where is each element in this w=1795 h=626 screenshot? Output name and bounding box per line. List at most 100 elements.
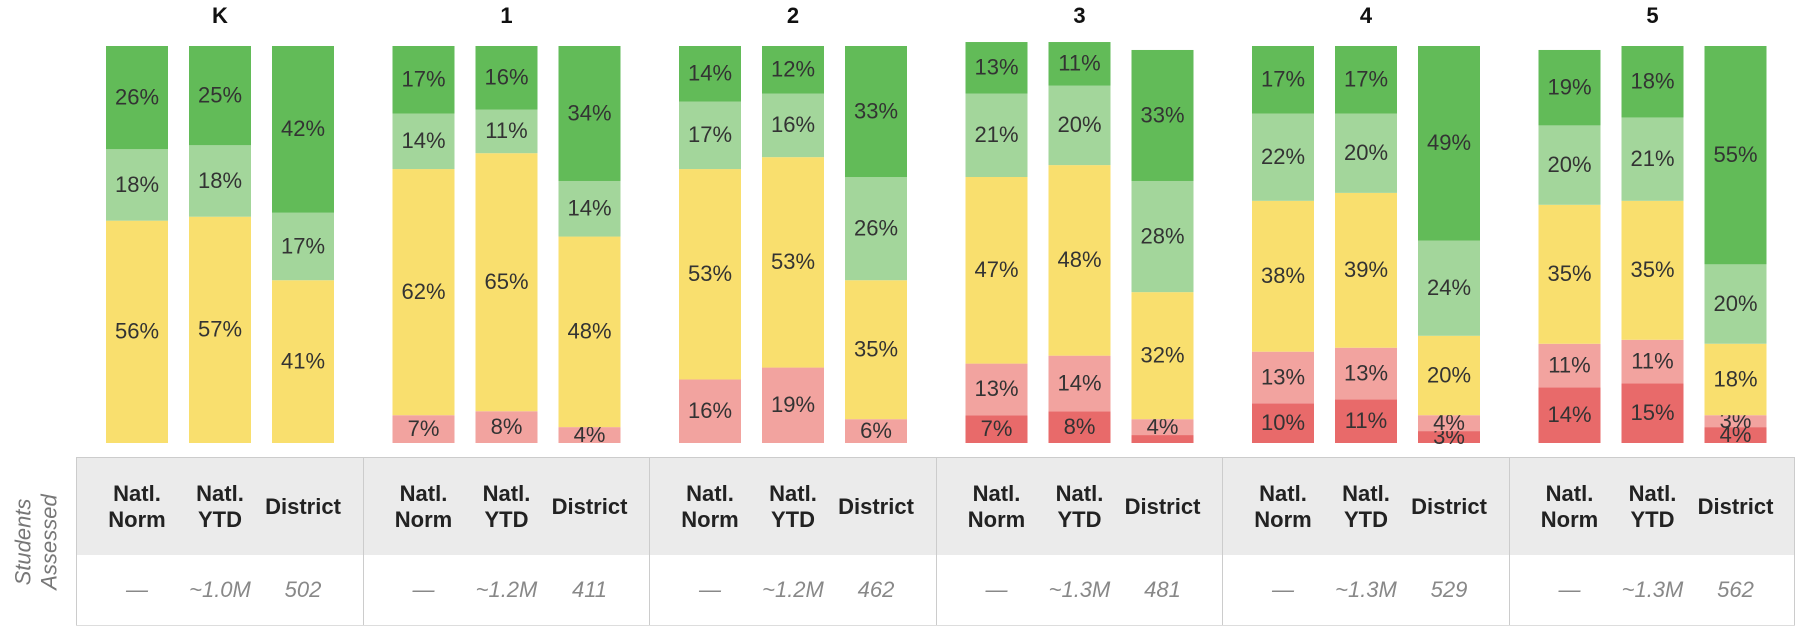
data-label: 65% (484, 269, 528, 294)
bar-segment (845, 419, 907, 443)
table-label: Students Assessed (11, 493, 62, 590)
category-label: Natl. Norm (1254, 480, 1312, 532)
data-label: 18% (115, 172, 159, 197)
students-count: ~1.2M (475, 577, 538, 602)
bar-segment (965, 177, 1028, 364)
group-label: 3 (1073, 3, 1085, 28)
data-label: 7% (408, 416, 440, 441)
data-label: 13% (1344, 360, 1388, 385)
data-label: 7% (981, 416, 1013, 441)
bar-segment (1538, 204, 1601, 344)
table-separator (1222, 458, 1223, 625)
bar-segment (189, 216, 251, 443)
bar-segment (845, 46, 907, 178)
bar-segment (1335, 46, 1397, 114)
bar-segment (1621, 339, 1684, 384)
bar-segment (762, 157, 824, 368)
data-label: 39% (1344, 257, 1388, 282)
category-label: Natl. Norm (394, 480, 453, 532)
bar-segment (1252, 351, 1314, 404)
data-label: 20% (1713, 291, 1757, 316)
category-label: Natl. YTD (1342, 480, 1390, 532)
bar-segment (1335, 347, 1397, 400)
data-label: 21% (974, 122, 1018, 147)
data-label: 35% (1547, 261, 1591, 286)
group-label: 5 (1646, 3, 1658, 28)
data-label: 17% (1344, 67, 1388, 92)
students-count: 462 (857, 577, 895, 602)
data-label: 20% (1057, 112, 1101, 137)
group-label: 2 (787, 3, 799, 28)
bar-segment (1252, 113, 1314, 201)
bar-segment (1131, 419, 1194, 436)
bar-segment (558, 180, 621, 237)
students-count: 481 (1144, 577, 1181, 602)
bar-segment (475, 109, 538, 154)
data-label: 14% (1057, 370, 1101, 395)
category-label: District (1411, 493, 1487, 519)
category-label: Natl. YTD (196, 480, 244, 532)
data-label: 17% (281, 233, 325, 258)
data-label: 14% (567, 196, 611, 221)
data-label: 24% (1427, 275, 1471, 300)
bar-segment (762, 93, 824, 158)
bar-segment (1418, 431, 1480, 443)
bar-segment (1418, 240, 1480, 336)
data-label: 34% (567, 100, 611, 125)
bar-segment (1704, 46, 1767, 265)
data-label: 17% (688, 122, 732, 147)
bar-segment (1335, 113, 1397, 193)
students-count: ~1.3M (1621, 577, 1684, 602)
data-label: 13% (974, 55, 1018, 80)
data-label: 17% (1261, 67, 1305, 92)
bar-segment (845, 280, 907, 420)
bar-segment (1704, 264, 1767, 344)
data-label: 32% (1140, 342, 1184, 367)
bar-segment (1252, 403, 1314, 443)
data-label: 21% (1630, 146, 1674, 171)
students-count: 502 (284, 577, 322, 602)
bar-segment (1621, 46, 1684, 118)
data-label: 33% (1140, 102, 1184, 127)
data-label: 20% (1427, 362, 1471, 387)
bar-segment (558, 427, 621, 443)
data-label: 48% (1057, 247, 1101, 272)
students-count: — (412, 577, 435, 602)
data-label: 16% (688, 398, 732, 423)
data-label: 6% (860, 418, 892, 443)
bar-segment (392, 46, 455, 114)
bar-segment (392, 415, 455, 443)
bar-segment (1621, 117, 1684, 201)
category-label: District (1124, 493, 1201, 519)
group-label: K (212, 3, 228, 28)
bar-segment (1131, 49, 1194, 181)
bar-segment (1621, 383, 1684, 443)
bar-segment (1538, 49, 1601, 126)
data-label: 38% (1261, 263, 1305, 288)
bar-segment (475, 153, 538, 412)
category-label: District (265, 493, 341, 519)
data-label: 11% (1058, 51, 1100, 76)
data-label: 18% (1713, 366, 1757, 391)
data-label: 19% (771, 392, 815, 417)
students-count: 411 (571, 577, 608, 602)
data-label: 14% (1547, 402, 1591, 427)
bar-segment (189, 145, 251, 217)
data-label: 62% (401, 279, 445, 304)
category-label: Natl. YTD (1628, 480, 1677, 532)
bar-segment (679, 379, 741, 443)
bar-segment (679, 101, 741, 170)
bar-segment (679, 169, 741, 380)
data-label: 11% (1345, 408, 1387, 433)
group-label: 1 (500, 3, 512, 28)
data-label: 28% (1140, 223, 1184, 248)
students-count: ~1.0M (189, 577, 251, 602)
data-label: 33% (854, 98, 898, 123)
bar-segment (1418, 46, 1480, 241)
data-label: 14% (688, 61, 732, 86)
bar-segment (189, 46, 251, 146)
bar-segment (1538, 125, 1601, 205)
bar-segment (965, 93, 1028, 178)
data-label: 11% (1631, 348, 1673, 373)
table-label-box: Students Assessed (2, 458, 72, 625)
